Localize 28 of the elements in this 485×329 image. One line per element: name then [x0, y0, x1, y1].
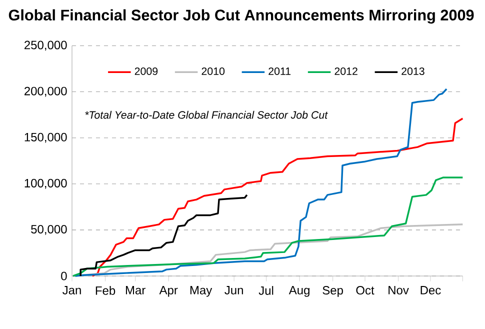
x-tick-label: Mar: [126, 286, 146, 294]
annotation: *Total Year-to-Date Global Financial Sector Job Cut: [85, 110, 328, 119]
x-tick-label: Jun: [224, 286, 243, 294]
y-tick-label: 100,000: [24, 178, 67, 189]
x-tick-label: Apr: [159, 286, 178, 297]
x-tick-label: Nov: [388, 286, 409, 294]
x-tick-label: Jan: [62, 286, 81, 294]
line-series: [74, 88, 448, 277]
x-tick-label: Sep: [322, 286, 343, 297]
legend-label: 2010: [202, 67, 225, 76]
legend-label: 2013: [402, 67, 424, 76]
x-tick-label: Dec: [420, 286, 441, 294]
x-tick-label: Jul: [258, 286, 274, 295]
legend-label: 2009: [134, 67, 158, 76]
y-tick-label: 50,000: [31, 224, 67, 235]
x-tick-label: Oct: [356, 286, 374, 295]
legend-label: 2012: [334, 67, 358, 76]
chart-title: Global Financial Sector Job Cut Announcements Mirroring 2009: [8, 9, 474, 24]
line-series: [92, 118, 464, 277]
y-tick-label: 150,000: [24, 132, 67, 143]
x-tick-label: Aug: [288, 286, 310, 297]
line-series: [80, 194, 248, 277]
x-tick-label: May: [190, 286, 212, 297]
legend-label: 2011: [268, 67, 291, 76]
y-tick-label: 250,000: [24, 40, 67, 51]
x-tick-label: Feb: [96, 286, 116, 295]
y-tick-label: 200,000: [24, 86, 67, 97]
y-tick-label: 0: [61, 272, 67, 280]
